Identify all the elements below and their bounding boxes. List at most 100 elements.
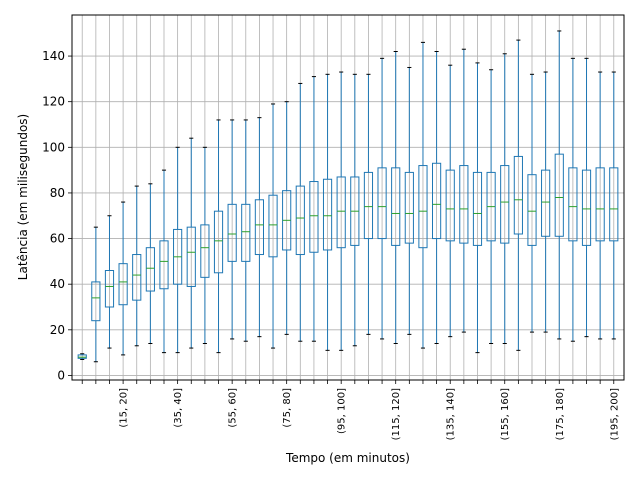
iqr-box	[513, 155, 523, 235]
x-tick-label: (115, 120]	[391, 388, 402, 440]
box-group	[268, 103, 278, 349]
box-group	[377, 57, 387, 340]
box-group	[227, 119, 237, 340]
iqr-box	[541, 169, 551, 237]
x-tick-label: (55, 60]	[228, 388, 239, 428]
box-group	[186, 137, 196, 349]
box-group	[581, 57, 592, 338]
box-group	[363, 73, 374, 335]
x-tick-label: (95, 100]	[337, 388, 348, 434]
iqr-box	[200, 224, 210, 278]
box-group	[568, 57, 578, 342]
iqr-box	[77, 354, 87, 359]
box-group	[472, 62, 483, 354]
iqr-box	[132, 254, 142, 301]
iqr-box	[595, 167, 605, 242]
x-tick-label: (195, 200]	[609, 388, 620, 440]
box-group	[132, 185, 142, 347]
iqr-box	[554, 153, 564, 237]
iqr-box	[268, 194, 278, 258]
box-group	[336, 71, 346, 351]
plot-area-frame	[71, 14, 625, 381]
box-group	[404, 66, 414, 335]
box-group	[459, 48, 469, 333]
iqr-box	[118, 263, 128, 306]
box-group	[418, 41, 428, 349]
box-group	[445, 64, 455, 338]
x-axis: (15, 20] (35, 40] (55, 60] (75, 80] (95, 100…	[81, 380, 620, 440]
box-group	[609, 71, 619, 340]
box-group	[77, 353, 87, 360]
y-tick-label: 0	[57, 368, 65, 382]
x-axis-label: Tempo (em minutos)	[285, 451, 410, 465]
box-group	[241, 119, 251, 342]
box-group	[173, 146, 183, 354]
iqr-box	[145, 247, 155, 292]
x-tick-label: (35, 40]	[173, 388, 184, 428]
iqr-box	[404, 171, 414, 244]
iqr-box	[227, 203, 237, 262]
x-tick-label: (75, 80]	[282, 388, 293, 428]
iqr-box	[609, 167, 619, 242]
box-group	[541, 71, 551, 333]
x-tick-label: (15, 20]	[119, 388, 130, 428]
iqr-box	[241, 203, 251, 262]
iqr-box	[459, 165, 469, 244]
iqr-box	[432, 162, 442, 240]
iqr-box	[418, 165, 428, 249]
iqr-box	[254, 199, 264, 256]
box-group	[350, 73, 360, 347]
iqr-box	[472, 171, 483, 246]
iqr-box	[91, 281, 101, 322]
iqr-box	[213, 210, 224, 274]
box-group	[309, 76, 319, 342]
iqr-box	[363, 171, 374, 240]
x-tick-label: (175, 180]	[555, 388, 566, 440]
iqr-box	[322, 178, 333, 251]
box-group	[91, 226, 101, 363]
y-tick-label: 20	[50, 323, 65, 337]
box-group	[391, 51, 401, 344]
x-tick-label: (135, 140]	[446, 388, 457, 440]
iqr-box	[309, 181, 319, 253]
box-group	[554, 30, 564, 340]
y-tick-label: 60	[50, 232, 65, 246]
iqr-box	[104, 270, 115, 308]
box-group	[159, 169, 169, 354]
iqr-box	[186, 226, 196, 287]
iqr-box	[377, 167, 387, 240]
y-tick-label: 140	[42, 49, 65, 63]
box-group	[486, 69, 496, 344]
box-group	[200, 146, 210, 344]
iqr-box	[295, 185, 305, 256]
y-tick-label: 100	[42, 140, 65, 154]
box-group	[527, 73, 537, 333]
box-group	[432, 51, 442, 344]
box-group	[513, 39, 523, 351]
y-axis: 0 20 40 60 80 100 120 140	[42, 49, 72, 382]
box-group	[500, 53, 510, 344]
box-group	[295, 82, 305, 342]
iqr-box	[568, 167, 578, 242]
box-group	[282, 101, 292, 335]
y-tick-label: 40	[50, 277, 65, 291]
iqr-box	[391, 167, 401, 246]
box-group	[595, 71, 605, 340]
box-series	[77, 30, 619, 363]
y-axis-label: Latência (em milisegundos)	[16, 114, 30, 280]
iqr-box	[445, 169, 455, 242]
box-group	[322, 73, 333, 351]
iqr-box	[527, 174, 537, 246]
box-group	[118, 201, 128, 356]
iqr-box	[581, 169, 592, 246]
y-tick-label: 120	[42, 95, 65, 109]
x-tick-label: (155, 160]	[500, 388, 511, 440]
box-group	[213, 119, 224, 354]
y-tick-label: 80	[50, 186, 65, 200]
iqr-box	[500, 165, 510, 244]
iqr-box	[336, 176, 346, 249]
iqr-box	[159, 240, 169, 290]
box-group	[104, 215, 115, 349]
